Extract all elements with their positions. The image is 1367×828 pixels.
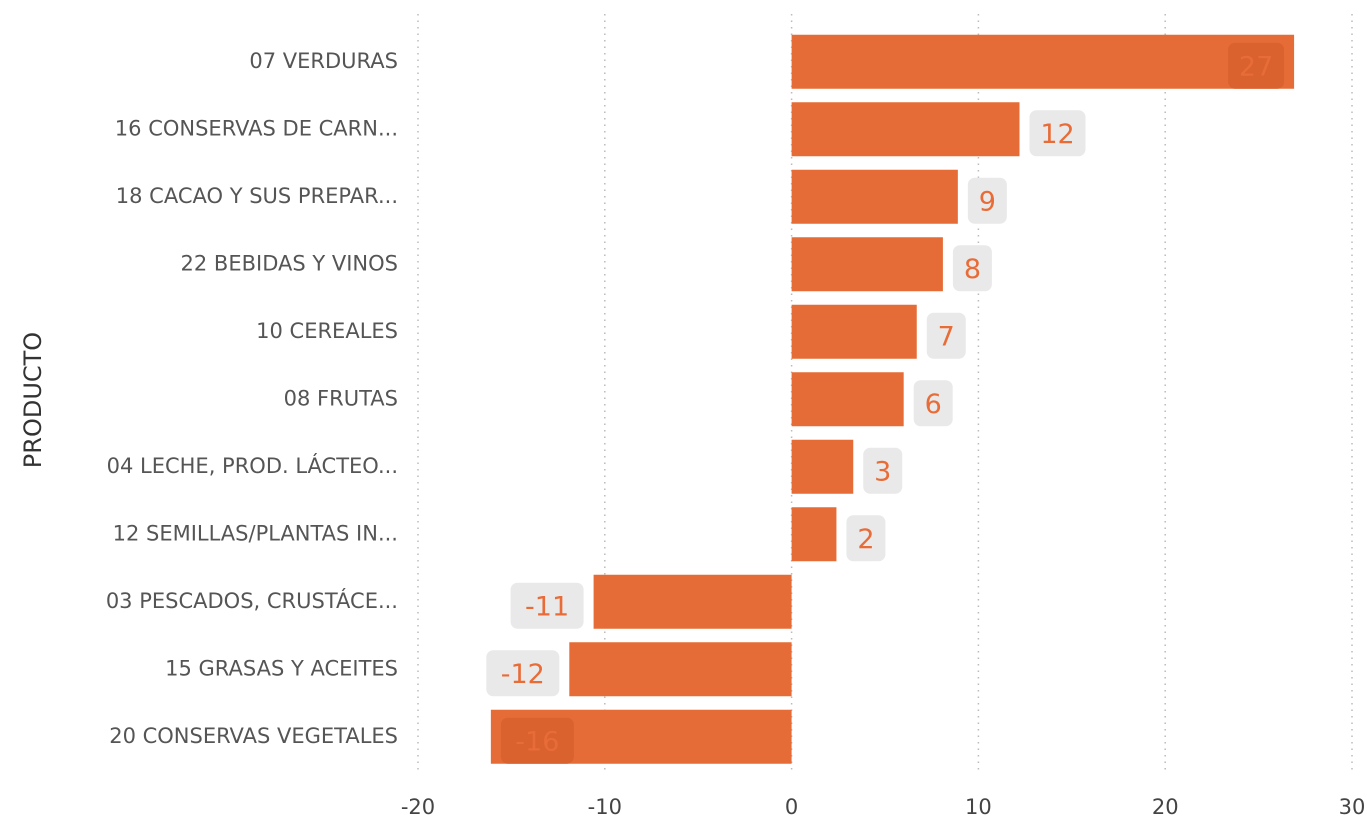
bar xyxy=(791,34,1295,89)
y-tick-label: 18 CACAO Y SUS PREPAR... xyxy=(116,184,398,208)
x-tick-label: 20 xyxy=(1152,795,1179,819)
value-label-box xyxy=(510,582,584,629)
y-tick-label: 08 FRUTAS xyxy=(284,386,398,410)
x-tick-label: 30 xyxy=(1339,795,1366,819)
x-tick-label: 10 xyxy=(965,795,992,819)
value-label-box xyxy=(952,245,992,292)
value-label: 2 xyxy=(857,524,874,555)
bar xyxy=(593,574,792,629)
value-label-box xyxy=(913,380,953,427)
bar xyxy=(791,169,958,224)
value-label: 3 xyxy=(874,456,891,487)
value-label-box xyxy=(1228,42,1285,89)
y-tick-label: 16 CONSERVAS DE CARN... xyxy=(115,116,398,140)
value-label-box xyxy=(967,177,1007,224)
value-label-box xyxy=(500,717,574,764)
y-axis-title: PRODUCTO xyxy=(19,332,47,468)
value-label-box xyxy=(1029,110,1086,157)
value-label-box xyxy=(846,515,886,562)
bar xyxy=(791,507,837,562)
bar xyxy=(791,237,943,292)
x-tick-label: -10 xyxy=(588,795,622,819)
value-label: 7 xyxy=(938,321,955,352)
bar xyxy=(791,304,917,359)
y-tick-label: 07 VERDURAS xyxy=(249,49,398,73)
value-label-box xyxy=(863,447,903,494)
bar xyxy=(791,439,854,494)
value-label: 27 xyxy=(1239,51,1273,82)
y-tick-label: 12 SEMILLAS/PLANTAS IN... xyxy=(113,521,398,545)
value-label: 8 xyxy=(964,254,981,285)
value-label: -12 xyxy=(501,659,545,690)
value-label: 12 xyxy=(1040,119,1074,150)
x-tick-label: 0 xyxy=(785,795,798,819)
y-tick-label: 20 CONSERVAS VEGETALES xyxy=(109,724,398,748)
bar xyxy=(791,372,904,427)
y-tick-label: 10 CEREALES xyxy=(256,319,398,343)
bar xyxy=(569,642,792,697)
value-label-box xyxy=(486,650,560,697)
y-tick-label: 03 PESCADOS, CRUSTÁCE... xyxy=(106,588,398,613)
value-label-box xyxy=(926,312,966,359)
y-tick-label: 22 BEBIDAS Y VINOS xyxy=(181,251,398,275)
y-tick-label: 04 LECHE, PROD. LÁCTEO... xyxy=(107,453,398,478)
value-label: 6 xyxy=(925,389,942,420)
value-label: 9 xyxy=(979,186,996,217)
value-label: -11 xyxy=(525,591,569,622)
y-tick-label: 15 GRASAS Y ACEITES xyxy=(165,656,398,680)
bar xyxy=(791,102,1020,157)
value-label: -16 xyxy=(515,726,559,757)
x-tick-label: -20 xyxy=(401,795,435,819)
